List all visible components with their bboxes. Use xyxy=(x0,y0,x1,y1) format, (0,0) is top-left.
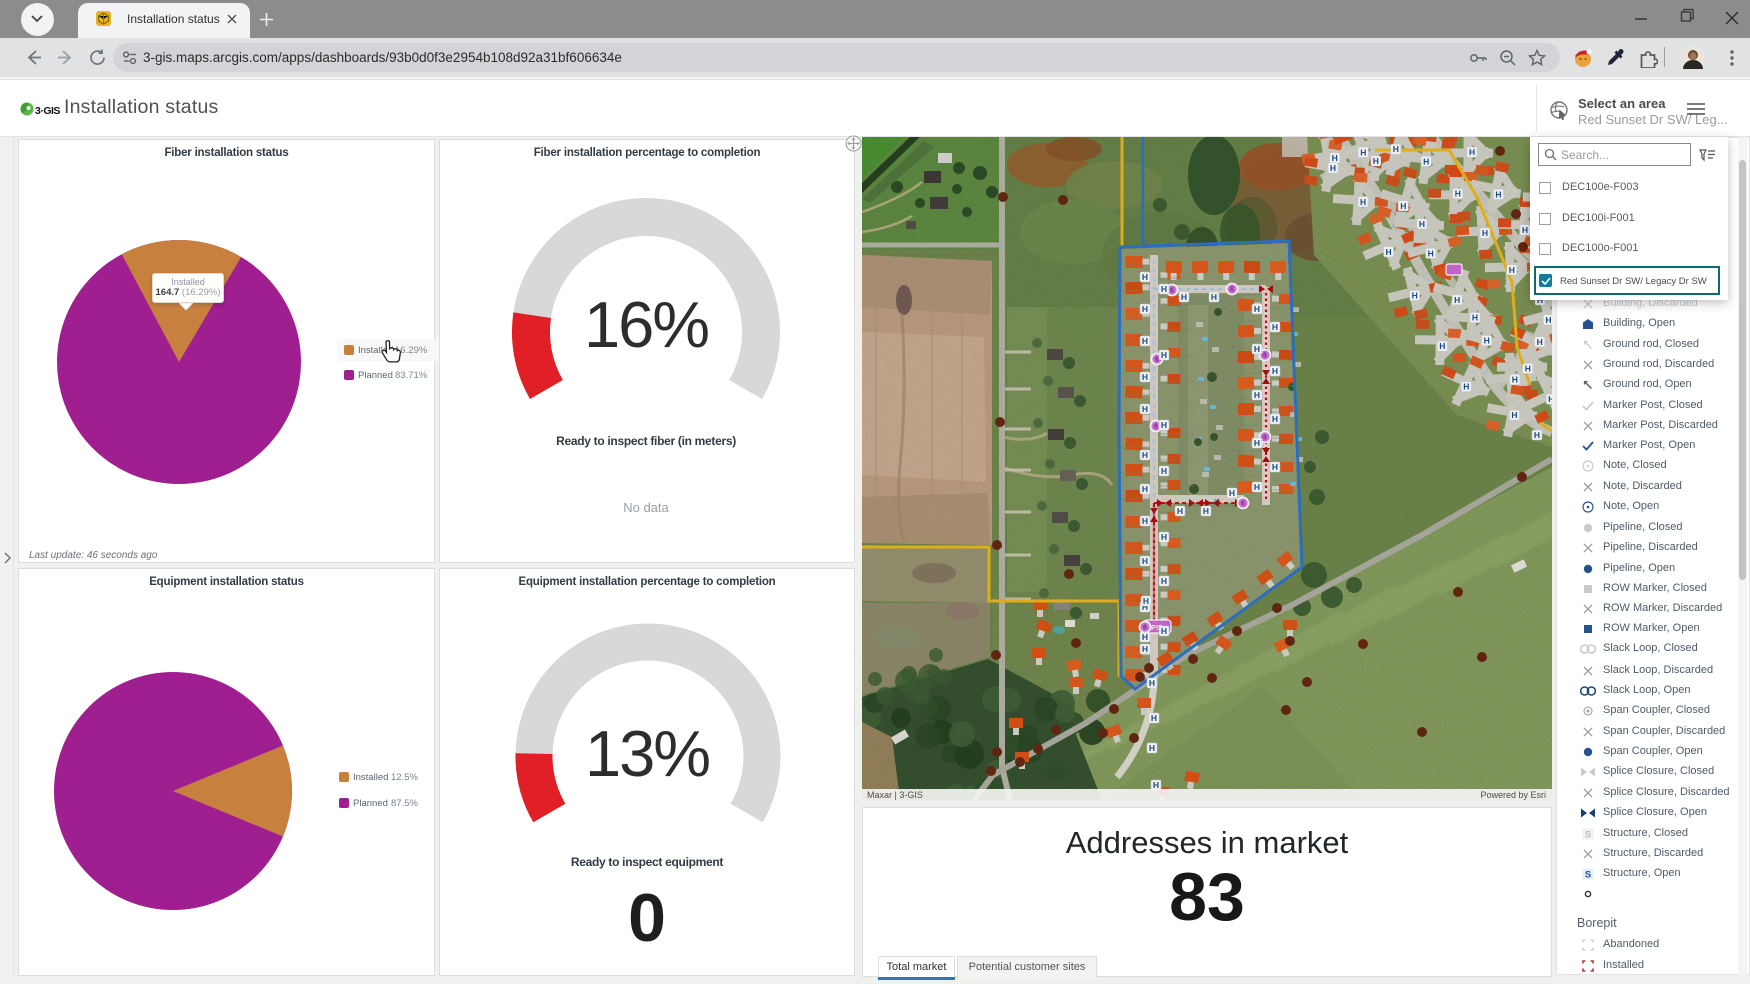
svg-text:Maxar | 3-GIS: Maxar | 3-GIS xyxy=(867,790,923,800)
svg-text:Powered by Esri: Powered by Esri xyxy=(1480,790,1546,800)
svg-text:S: S xyxy=(1585,870,1591,881)
svg-text:S: S xyxy=(1585,830,1591,841)
svg-text:3·GIS: 3·GIS xyxy=(35,105,60,117)
